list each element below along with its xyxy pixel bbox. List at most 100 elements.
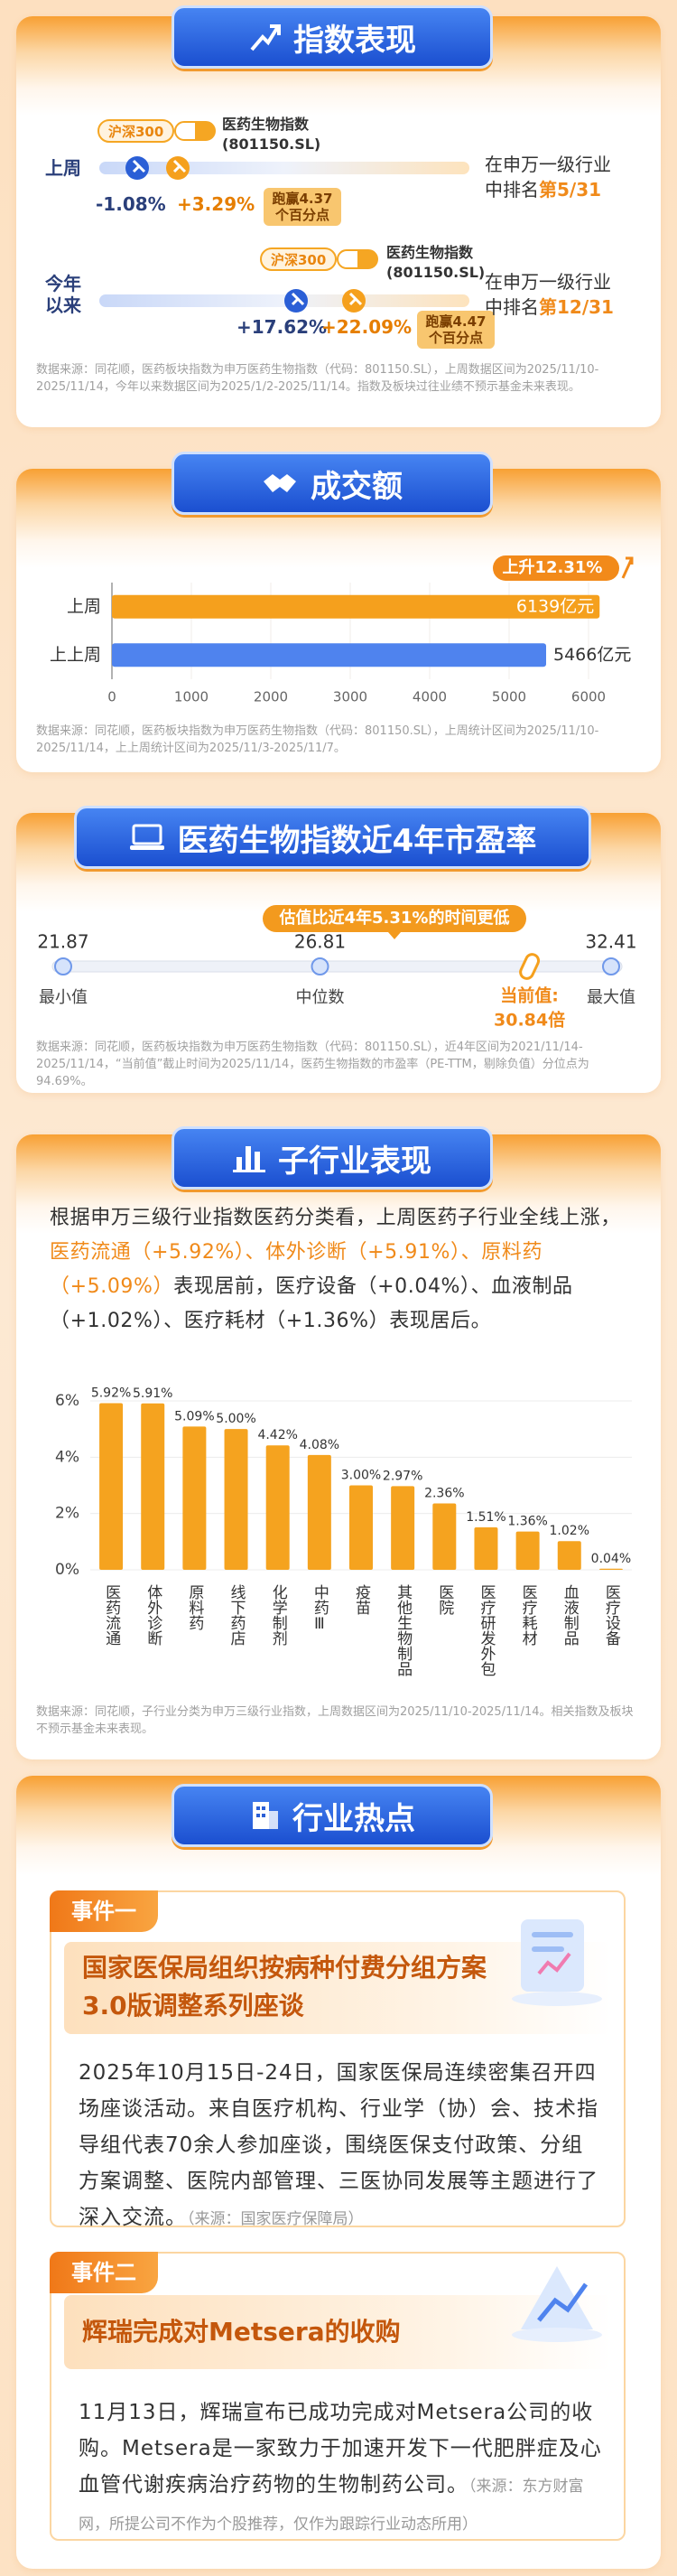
rank-line-2: 中排名第12/31 (485, 294, 614, 320)
marker (602, 957, 620, 975)
current-value: 30.84倍 (494, 1010, 565, 1031)
x-tick-label: 3000 (333, 689, 367, 705)
x-tick-label: 医院 (435, 1584, 453, 1615)
event-body: 11月13日，辉瑞宣布已成功完成对Metsera公司的收购。Metsera是一家… (79, 2394, 602, 2543)
x-tick-label: 其他生物制品 (394, 1584, 413, 1676)
x-tick-label: 体外诊断 (144, 1584, 162, 1646)
annotation-pointer (388, 932, 401, 939)
x-tick-label: 1000 (174, 689, 209, 705)
rank-text: 在申万一级行业 中排名第5/31 (485, 152, 611, 202)
event-tag: 事件一 (50, 1890, 158, 1932)
x-tick-label: 医疗设备 (602, 1584, 621, 1646)
current-marker (519, 953, 541, 980)
bar (432, 1503, 457, 1570)
benchmark-pill: 沪深300 (260, 247, 338, 271)
rank-line: 在申万一级行业 (485, 154, 611, 175)
value-label: 1.02% (550, 1524, 589, 1538)
event-card: 事件一 国家医保局组织按病种付费分组方案3.0版调整系列座谈 2025年10月1… (50, 1890, 626, 2229)
x-tick-label: 6000 (571, 689, 606, 705)
rank-text: 在申万一级行业 中排名第12/31 (485, 269, 614, 320)
section-title: 指数表现 (293, 22, 416, 59)
event-source: （来源：东方财富网，所提公司不作为个股推荐，仅作为跟踪行业动态所用） (79, 2478, 584, 2534)
x-tick-label: 疫苗 (352, 1584, 371, 1615)
index-change: +22.09% (321, 316, 413, 338)
source-note: 数据来源：同花顺，子行业分类为申万三级行业指数，上周数据区间为2025/11/1… (36, 1705, 634, 1736)
bar (307, 1454, 331, 1570)
section-title: 医药生物指数近4年市盈率 (177, 822, 537, 859)
value-label: 0.04% (591, 1552, 631, 1566)
capsule-icon (337, 249, 378, 269)
annotation: 估值比近4年5.31%的时间更低 (279, 908, 510, 928)
runners (125, 156, 190, 180)
event-title-box: 国家医保局组织按病种付费分组方案3.0版调整系列座谈 (64, 1942, 611, 2034)
marker-value: 32.41 (585, 931, 636, 953)
value-label: 6139亿元 (516, 596, 594, 616)
rank-line: 在申万一级行业 (485, 271, 611, 293)
event-illustration (512, 1919, 602, 2006)
y-tick-label: 4% (55, 1448, 79, 1466)
bar (557, 1541, 581, 1570)
index-code: (801150.SL) (386, 264, 486, 281)
index-change: +3.29% (177, 193, 255, 215)
bar (224, 1429, 248, 1570)
y-tick-label: 上周 (67, 596, 101, 616)
outperform: 跑赢4.37 (272, 191, 333, 207)
y-tick-label: 2% (55, 1505, 79, 1523)
x-tick-label: 4000 (413, 689, 447, 705)
y-tick-label: 0% (55, 1561, 79, 1579)
bar (391, 1486, 415, 1570)
bar (112, 594, 600, 619)
bar (141, 1403, 165, 1570)
x-tick-label: 医疗耗材 (519, 1584, 538, 1646)
bar (265, 1445, 290, 1570)
section-banner: 医药生物指数近4年市盈率 (74, 806, 591, 869)
bar (99, 1403, 124, 1570)
value-label: 2.97% (383, 1469, 422, 1483)
intro-highlight: 医药流通（+5.92%）、体外诊断（+5.91%）、原料药（+5.09%） (50, 1241, 543, 1298)
track (51, 960, 623, 973)
x-tick-label: 原料药 (185, 1584, 204, 1631)
intro-text: 根据申万三级行业指数医药分类看，上周医药子行业全线上涨， (50, 1207, 621, 1229)
rank-line-2: 中排名第5/31 (485, 177, 611, 202)
marker-label: 中位数 (295, 988, 344, 1007)
benchmark-change: +17.62% (236, 316, 328, 338)
banner-icon (250, 24, 281, 51)
track (99, 162, 469, 174)
y-tick-label: 上上周 (50, 645, 101, 665)
marker-value: 26.81 (294, 931, 346, 953)
banner-icon (264, 474, 296, 492)
event-text: 2025年10月15日-24日，国家医保局连续密集召开四场座谈活动。来自医疗机构… (79, 2061, 598, 2229)
source-note: 数据来源：同花顺，医药板块指数为申万医药生物指数（代码：801150.SL），上… (36, 363, 599, 394)
value-label: 5.92% (91, 1386, 131, 1400)
value-label: 1.51% (466, 1510, 505, 1525)
event-tag: 事件二 (50, 2252, 158, 2293)
x-tick-label: 中药Ⅲ (311, 1584, 329, 1633)
rank-line: 中排名 (485, 179, 539, 201)
bar (515, 1531, 540, 1570)
marker (311, 957, 329, 975)
outperform-box: 跑赢4.47 个百分点 (417, 311, 495, 349)
source-note: 数据来源：同花顺，医药板块指数为申万医药生物指数（代码：801150.SL），近… (36, 1041, 589, 1088)
banner-icon (233, 1146, 265, 1172)
event-source: （来源：国家医疗保障局） (187, 2210, 364, 2228)
x-tick-label: 2000 (254, 689, 288, 705)
event-title: 国家医保局组织按病种付费分组方案3.0版调整系列座谈 (82, 1953, 487, 2021)
marker (54, 957, 72, 975)
annotation: 上升12.31% (503, 558, 603, 577)
intro-paragraph: 根据申万三级行业指数医药分类看，上周医药子行业全线上涨， 医药流通（+5.92%）… (50, 1201, 641, 1339)
outperform-unit: 个百分点 (274, 207, 329, 223)
annotation-arrow (621, 556, 634, 579)
bar (598, 1568, 623, 1570)
event-card: 事件二 辉瑞完成对Metsera的收购 11月13日，辉瑞宣布已成功完成对Met… (50, 2252, 626, 2541)
rank: 第5/31 (539, 179, 602, 201)
value-label: 5.00% (216, 1412, 255, 1426)
rank: 第12/31 (539, 296, 614, 318)
event-title: 辉瑞完成对Metsera的收购 (82, 2317, 401, 2347)
outperform: 跑赢4.47 (425, 313, 487, 330)
x-tick-label: 医疗研发外包 (477, 1584, 496, 1676)
value-label: 5466亿元 (553, 645, 631, 665)
value-label: 1.36% (507, 1515, 547, 1529)
value-label: 5.09% (174, 1409, 214, 1423)
annotation-pill (493, 555, 619, 581)
